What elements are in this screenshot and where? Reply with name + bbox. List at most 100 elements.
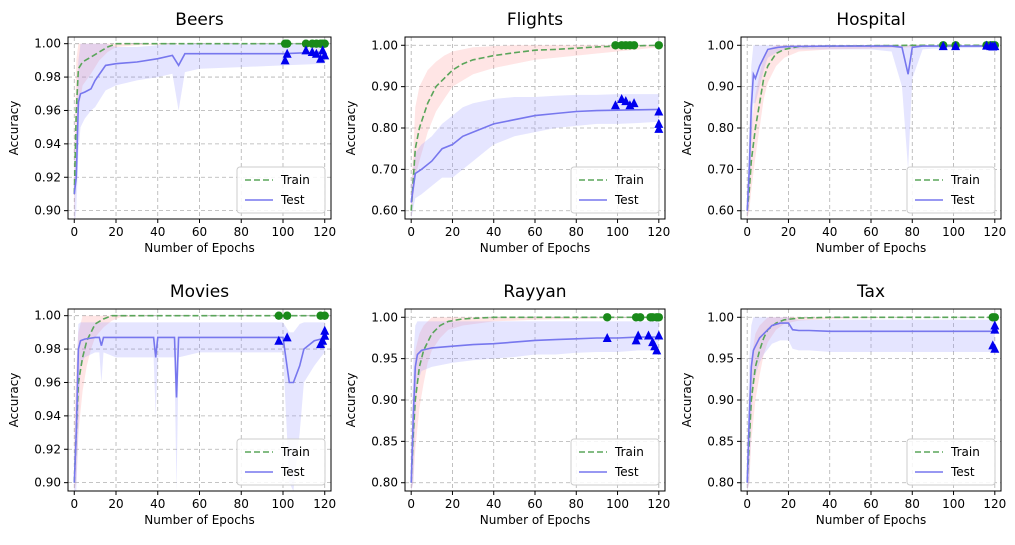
test-marker (282, 48, 292, 58)
test-marker (938, 41, 948, 51)
x-tick-label: 40 (822, 497, 837, 511)
y-tick-label: 0.90 (34, 204, 61, 218)
test-marker (654, 123, 664, 133)
test-marker (621, 96, 631, 106)
test-marker (643, 330, 653, 340)
test-marker (318, 335, 328, 345)
legend-label-train: Train (280, 173, 310, 187)
band-test (747, 317, 995, 491)
chart-title: Beers (175, 10, 224, 30)
x-tick-label: 100 (272, 497, 295, 511)
y-tick-label: 0.98 (34, 342, 61, 356)
band-test (74, 43, 325, 219)
test-marker (990, 320, 1000, 330)
y-tick-label: 0.96 (34, 375, 61, 389)
y-axis-label: Accuracy (344, 373, 358, 428)
series-line-train (746, 316, 995, 483)
y-axis-label: Accuracy (680, 373, 694, 428)
x-tick-label: 60 (527, 497, 542, 511)
legend-label-train: Train (950, 173, 980, 187)
train-marker (636, 313, 645, 322)
x-tick-label: 80 (905, 497, 920, 511)
x-tick-label: 20 (781, 497, 796, 511)
x-tick-label: 20 (108, 497, 123, 511)
band-test (411, 94, 659, 219)
y-axis-label: Accuracy (7, 101, 21, 156)
chart-panel: 0 20 40 60 80 100 120 0.80 0.85 0.90 0.95 1.00 Rayya… (344, 282, 670, 527)
legend-box (236, 438, 326, 486)
y-tick-label: 0.90 (371, 393, 398, 407)
test-marker (602, 332, 612, 342)
plot-area (410, 316, 659, 491)
test-marker (652, 345, 662, 355)
chart-panel: 0 20 40 60 80 100 120 0.60 0.70 0.80 0.90 1.00 Fligh… (344, 10, 670, 255)
x-axis-label: Number of Epochs (816, 241, 926, 255)
legend-label-test: Test (950, 465, 975, 479)
x-tick-label: 40 (822, 225, 837, 239)
y-tick-label: 0.94 (34, 409, 61, 423)
legend-box (906, 438, 996, 486)
train-marker (654, 41, 664, 50)
legend-label-test: Test (280, 193, 305, 207)
x-tick-label: 80 (905, 225, 920, 239)
x-tick-label: 20 (445, 497, 460, 511)
train-marker (301, 39, 311, 48)
test-marker (311, 48, 321, 58)
legend: Train Test (570, 438, 660, 486)
x-tick-label: 80 (569, 225, 584, 239)
test-marker (282, 332, 292, 342)
band-train (411, 45, 659, 219)
x-tick-label: 60 (192, 225, 207, 239)
y-tick-label: 0.80 (707, 476, 734, 490)
test-marker (990, 343, 1000, 353)
chart-title: Movies (170, 282, 229, 302)
series-line-train (410, 316, 659, 483)
x-tick-label: 100 (606, 497, 629, 511)
x-tick-label: 40 (150, 497, 165, 511)
x-tick-label: 60 (863, 497, 878, 511)
y-tick-label: 0.90 (371, 80, 398, 94)
test-marker (654, 330, 664, 340)
series-line-test (410, 108, 659, 203)
y-tick-label: 0.90 (34, 476, 61, 490)
legend-label-test: Test (950, 193, 975, 207)
chart-panel: 0 20 40 60 80 100 120 0.60 0.70 0.80 0.90 1.00 Hospi… (680, 10, 1006, 255)
legend-label-train: Train (614, 173, 644, 187)
x-tick-label: 60 (192, 497, 207, 511)
legend: Train Test (906, 438, 996, 486)
y-tick-label: 1.00 (707, 38, 734, 52)
y-tick-label: 1.00 (371, 38, 398, 52)
chart-title: Tax (856, 282, 885, 302)
train-marker (654, 313, 664, 322)
x-axis-label: Number of Epochs (144, 513, 254, 527)
legend-box (570, 166, 660, 214)
y-tick-label: 0.92 (34, 442, 61, 456)
chart-title: Hospital (836, 10, 905, 30)
y-tick-label: 0.80 (371, 121, 398, 135)
test-marker (951, 41, 961, 51)
legend: Train Test (570, 166, 660, 214)
plot-area (410, 44, 659, 219)
legend-label-test: Test (280, 465, 305, 479)
y-tick-label: 0.95 (371, 352, 398, 366)
y-axis-label: Accuracy (680, 101, 694, 156)
plot-area (73, 314, 326, 491)
x-axis-label: Number of Epochs (816, 513, 926, 527)
x-tick-label: 80 (234, 497, 249, 511)
y-tick-label: 0.85 (371, 434, 398, 448)
series-line-train (73, 42, 325, 195)
y-tick-label: 0.70 (707, 162, 734, 176)
test-marker (280, 55, 290, 65)
chart-title: Flights (507, 10, 563, 30)
x-tick-label: 40 (486, 225, 501, 239)
y-tick-label: 0.96 (34, 103, 61, 117)
y-tick-label: 0.60 (707, 204, 734, 218)
x-axis-label: Number of Epochs (480, 241, 590, 255)
legend-label-test: Test (614, 465, 639, 479)
x-tick-label: 40 (486, 497, 501, 511)
x-tick-label: 120 (313, 225, 336, 239)
test-marker (654, 118, 664, 128)
x-tick-label: 40 (150, 225, 165, 239)
y-axis-label: Accuracy (344, 101, 358, 156)
train-marker (274, 311, 284, 320)
